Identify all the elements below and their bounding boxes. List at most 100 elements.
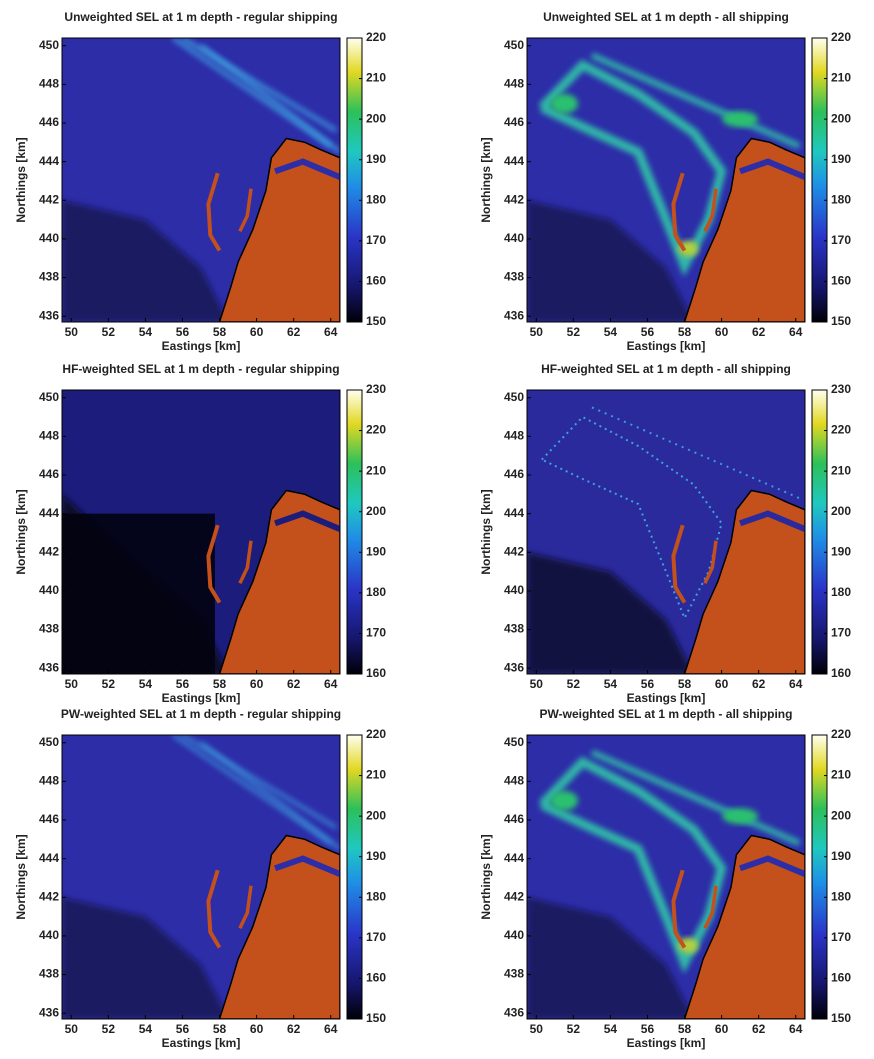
y-tick-label: 436 xyxy=(39,660,59,674)
x-tick-label: 56 xyxy=(176,677,190,691)
colorbar-tick-label: 190 xyxy=(831,544,851,558)
y-tick-label: 446 xyxy=(504,115,524,129)
y-tick-label: 440 xyxy=(39,583,59,597)
y-tick-label: 444 xyxy=(39,851,59,865)
y-tick-label: 446 xyxy=(39,812,59,826)
colorbar-tick-label: 170 xyxy=(366,233,386,247)
y-tick-label: 446 xyxy=(39,115,59,129)
x-tick-label: 60 xyxy=(715,1022,729,1036)
x-tick-label: 52 xyxy=(102,325,116,339)
colorbar-tick-label: 180 xyxy=(366,192,386,206)
y-tick-label: 442 xyxy=(39,544,59,558)
y-tick-label: 438 xyxy=(504,622,524,636)
colorbar-tick-label: 210 xyxy=(831,463,851,477)
y-tick-label: 438 xyxy=(39,967,59,981)
colorbar-tick-label: 160 xyxy=(831,971,851,985)
hotspot xyxy=(550,94,578,114)
x-axis-label: Eastings [km] xyxy=(627,339,706,353)
x-tick-label: 50 xyxy=(65,325,79,339)
hotspot xyxy=(550,791,578,811)
colorbar-tick-label: 160 xyxy=(366,274,386,288)
panel-title: HF-weighted SEL at 1 m depth - regular s… xyxy=(62,362,339,376)
x-axis-label: Eastings [km] xyxy=(162,1036,241,1050)
x-tick-label: 50 xyxy=(530,677,544,691)
x-tick-label: 60 xyxy=(250,325,264,339)
x-tick-label: 56 xyxy=(176,1022,190,1036)
map-field xyxy=(527,390,805,674)
x-tick-label: 52 xyxy=(102,677,116,691)
y-tick-label: 440 xyxy=(504,231,524,245)
panel-title: Unweighted SEL at 1 m depth - all shippi… xyxy=(543,10,789,24)
y-axis-label: Northings [km] xyxy=(14,137,28,222)
colorbar xyxy=(347,735,362,1019)
x-tick-label: 54 xyxy=(139,677,153,691)
hotspot xyxy=(722,808,758,824)
map-field xyxy=(62,735,340,1019)
x-tick-label: 64 xyxy=(324,677,338,691)
colorbar-tick-label: 200 xyxy=(831,808,851,822)
y-tick-label: 448 xyxy=(39,77,59,91)
x-tick-label: 52 xyxy=(102,1022,116,1036)
y-tick-label: 446 xyxy=(504,467,524,481)
x-tick-label: 54 xyxy=(139,325,153,339)
y-tick-label: 450 xyxy=(504,38,524,52)
y-tick-label: 448 xyxy=(504,429,524,443)
colorbar-tick-label: 210 xyxy=(831,71,851,85)
y-tick-label: 444 xyxy=(504,506,524,520)
colorbar-tick-label: 180 xyxy=(831,585,851,599)
x-axis-label: Eastings [km] xyxy=(627,1036,706,1050)
y-tick-label: 442 xyxy=(504,192,524,206)
colorbar-tick-label: 200 xyxy=(366,808,386,822)
y-axis-label: Northings [km] xyxy=(479,834,493,919)
colorbar-tick-label: 220 xyxy=(366,423,386,437)
colorbar xyxy=(347,390,362,674)
y-tick-label: 440 xyxy=(39,231,59,245)
colorbar xyxy=(812,38,827,322)
y-axis-label: Northings [km] xyxy=(14,489,28,574)
panel-title: HF-weighted SEL at 1 m depth - all shipp… xyxy=(541,362,791,376)
colorbar-tick-label: 190 xyxy=(366,544,386,558)
y-tick-label: 440 xyxy=(504,583,524,597)
x-axis-label: Eastings [km] xyxy=(162,691,241,705)
y-tick-label: 442 xyxy=(504,889,524,903)
x-tick-label: 64 xyxy=(324,1022,338,1036)
colorbar-tick-label: 190 xyxy=(366,849,386,863)
colorbar-tick-label: 170 xyxy=(366,626,386,640)
colorbar-tick-label: 190 xyxy=(831,152,851,166)
colorbar-tick-label: 210 xyxy=(366,463,386,477)
colorbar-tick-label: 150 xyxy=(831,314,851,328)
colorbar-tick-label: 170 xyxy=(831,626,851,640)
x-tick-label: 50 xyxy=(530,325,544,339)
colorbar-tick-label: 200 xyxy=(831,111,851,125)
x-tick-label: 64 xyxy=(789,677,803,691)
x-axis-label: Eastings [km] xyxy=(162,339,241,353)
y-tick-label: 448 xyxy=(39,774,59,788)
colorbar-tick-label: 190 xyxy=(831,849,851,863)
colorbar-tick-label: 180 xyxy=(366,889,386,903)
x-tick-label: 54 xyxy=(604,1022,618,1036)
y-tick-label: 450 xyxy=(39,38,59,52)
x-tick-label: 58 xyxy=(213,677,227,691)
colorbar-tick-label: 200 xyxy=(831,504,851,518)
colorbar-tick-label: 220 xyxy=(366,30,386,44)
y-tick-label: 436 xyxy=(39,1005,59,1019)
x-tick-label: 50 xyxy=(530,1022,544,1036)
y-tick-label: 444 xyxy=(504,154,524,168)
y-tick-label: 438 xyxy=(504,967,524,981)
y-tick-label: 442 xyxy=(39,889,59,903)
x-tick-label: 58 xyxy=(678,677,692,691)
x-tick-label: 64 xyxy=(789,325,803,339)
colorbar-tick-label: 220 xyxy=(831,30,851,44)
map-field xyxy=(527,38,805,322)
x-tick-label: 64 xyxy=(789,1022,803,1036)
y-tick-label: 450 xyxy=(39,735,59,749)
y-tick-label: 444 xyxy=(504,851,524,865)
y-tick-label: 446 xyxy=(504,812,524,826)
colorbar-tick-label: 230 xyxy=(831,382,851,396)
colorbar-tick-label: 180 xyxy=(831,889,851,903)
panel-title: Unweighted SEL at 1 m depth - regular sh… xyxy=(64,10,337,24)
colorbar-tick-label: 150 xyxy=(366,314,386,328)
x-tick-label: 58 xyxy=(678,325,692,339)
colorbar-tick-label: 150 xyxy=(831,1011,851,1025)
colorbar-tick-label: 160 xyxy=(831,274,851,288)
